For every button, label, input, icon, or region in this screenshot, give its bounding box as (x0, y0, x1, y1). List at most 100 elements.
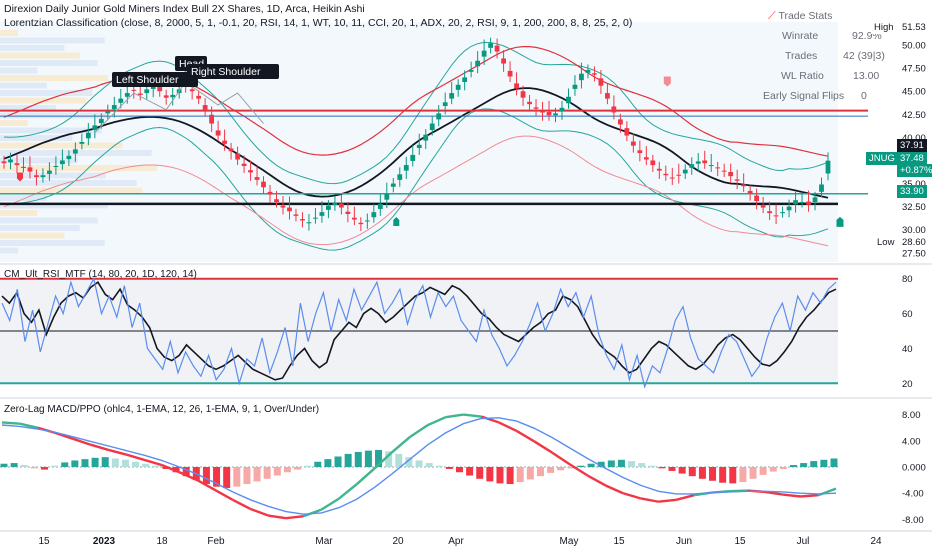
macd-histogram-bar (820, 459, 828, 467)
macd-histogram-bar (395, 453, 403, 467)
candle-body (579, 73, 584, 81)
high-value: 51.53 (899, 21, 929, 34)
candle-body (468, 70, 474, 72)
macd-histogram-bar (698, 467, 706, 479)
candle-body (669, 177, 675, 179)
macd-histogram-bar (324, 459, 332, 467)
volume-profile-bar (0, 135, 73, 141)
price-pane[interactable]: Left ShoulderHeadRight Shoulder (0, 0, 868, 264)
wl-ratio-label: WL Ratio (781, 70, 824, 82)
candle-body (21, 166, 26, 168)
candle-body (8, 159, 13, 163)
macd-histogram-bar (71, 460, 79, 467)
macd-histogram-bar (455, 467, 463, 473)
candle-body (241, 163, 247, 166)
left-shoulder-label-bg (112, 72, 198, 87)
left-shoulder-label-text: Left Shoulder (116, 74, 179, 86)
macd-histogram-bar (506, 467, 514, 485)
rsi-tick-label: 60 (902, 309, 913, 320)
macd-histogram-bar (0, 463, 8, 467)
candle-body (462, 77, 468, 82)
macd-histogram-bar (607, 460, 615, 467)
macd-line-segment (800, 493, 819, 498)
candle-body (53, 166, 59, 167)
macd-line-segment (515, 429, 535, 443)
candle-body (137, 93, 143, 95)
price-tick-label: 32.50 (902, 202, 926, 213)
candle-body (442, 102, 448, 106)
candle-body (695, 161, 701, 164)
trade-stats-label: Trade Stats (778, 10, 833, 22)
macd-histogram-bar (405, 457, 413, 467)
price-tick-label: 45.00 (902, 87, 926, 98)
rsi-tick-label: 20 (902, 379, 913, 390)
candle-body (682, 169, 688, 174)
candle-body (300, 219, 305, 221)
candle-body (747, 190, 753, 194)
candle-body (150, 86, 156, 89)
candle-body (345, 211, 351, 214)
macd-histogram-bar (729, 467, 737, 484)
candle-body (14, 163, 20, 166)
macd-line-segment (480, 415, 500, 424)
macd-histogram-bar (567, 467, 575, 469)
time-tick-label: May (560, 536, 579, 547)
macd-histogram-bar (709, 467, 717, 481)
volume-profile-bar (0, 232, 65, 239)
candle-body (598, 78, 604, 86)
macd-histogram-bar (800, 463, 808, 467)
indicator-title: Lorentzian Classification (close, 8, 200… (4, 17, 633, 29)
candle-body (416, 144, 422, 148)
rsi-slow-line (1, 281, 837, 381)
macd-histogram-bar (202, 467, 210, 485)
macd-histogram-bar (304, 465, 312, 467)
macd-line-segment (196, 479, 216, 491)
high-label: High (871, 21, 897, 34)
candle-body (27, 167, 33, 172)
macd-line-segment (551, 451, 571, 466)
macd-pane[interactable] (0, 413, 838, 520)
candle-body (728, 172, 734, 177)
candle-body (481, 50, 487, 57)
volume-profile-bar (0, 67, 38, 74)
volume-profile-bar (0, 120, 28, 126)
macd-tick-label: 8.00 (902, 410, 921, 421)
volume-profile-bar (0, 240, 105, 246)
macd-line-segment (409, 424, 429, 438)
macd-line-segment (604, 484, 624, 495)
candle-body (643, 157, 649, 160)
volume-profile-bar (0, 195, 47, 201)
macd-histogram-bar (830, 458, 838, 467)
candle-body (676, 174, 682, 176)
macd-line-segment (320, 497, 340, 511)
candle-body (319, 212, 325, 216)
rsi-pane[interactable] (0, 277, 838, 389)
candle-body (338, 203, 344, 208)
macd-histogram-bar (749, 467, 757, 479)
trades-value: 42 (39|3) (843, 50, 885, 62)
candle-body (189, 89, 195, 92)
candle-body (494, 45, 500, 52)
time-tick-label: 15 (734, 536, 746, 547)
price-tick-label: 50.00 (902, 41, 926, 52)
candle-body (118, 98, 124, 103)
macd-histogram-bar (577, 465, 585, 467)
macd-line-segment (622, 492, 642, 500)
time-tick-label: 24 (870, 536, 882, 547)
ticker-tag: JNUG (866, 152, 898, 165)
candle-body (384, 193, 390, 200)
candle-body (248, 170, 253, 173)
candle-body (806, 201, 811, 205)
volume-profile-bar (0, 172, 106, 179)
candle-body (202, 105, 208, 110)
macd-histogram-bar (678, 467, 686, 474)
candle-body (293, 214, 299, 216)
candle-body (287, 207, 292, 212)
macd-histogram-bar (466, 467, 474, 476)
low-label: Low (874, 236, 898, 249)
candle-body (819, 184, 824, 192)
volume-profile-bar (0, 112, 107, 119)
candle-body (267, 191, 273, 195)
candle-body (351, 217, 357, 220)
